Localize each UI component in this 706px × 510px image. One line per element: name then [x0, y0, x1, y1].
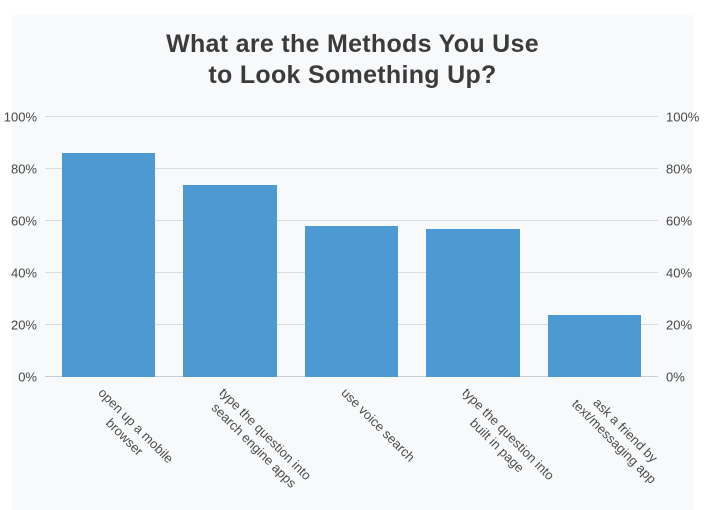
bar-4: [547, 314, 642, 377]
bar-1: [183, 184, 277, 377]
chart-card: What are the Methods You Use to Look Som…: [4, 15, 700, 510]
y-tick-left-100: 100%: [3, 109, 37, 125]
y-tick-right-40: 40%: [666, 265, 693, 281]
y-tick-right-20: 20%: [666, 317, 693, 333]
chart-title: What are the Methods You Use to Look Som…: [12, 29, 693, 91]
x-tick-label-4: ask a friend by text/messaging app: [569, 394, 662, 487]
y-tick-left-80: 80%: [10, 161, 37, 177]
bar-3: [426, 228, 520, 377]
bar-0: [62, 153, 156, 377]
x-tick-label-0: open up a mobile browser: [95, 385, 177, 467]
gridline-80: [45, 168, 658, 169]
y-tick-right-60: 60%: [666, 213, 693, 229]
bar-series: [55, 117, 648, 377]
chart-title-line-1: What are the Methods You Use: [166, 30, 539, 58]
x-tick-label-3: type the question into built in page: [459, 385, 558, 484]
y-tick-left-40: 40%: [10, 265, 37, 281]
bar-2: [304, 226, 399, 377]
chart-title-line-2: to Look Something Up?: [208, 61, 497, 89]
y-tick-left-20: 20%: [10, 317, 37, 333]
plot-area: open up a mobile browser type the question…: [4, 110, 700, 491]
y-tick-left-0: 0%: [18, 369, 37, 385]
y-tick-left-60: 60%: [10, 213, 37, 229]
y-tick-right-80: 80%: [666, 161, 693, 177]
y-tick-right-0: 0%: [666, 369, 685, 385]
x-tick-label-1: type the question into search engine apps: [208, 385, 315, 491]
y-tick-right-100: 100%: [666, 109, 700, 125]
gridline-100: [45, 116, 658, 117]
x-tick-label-2: use voice search: [337, 385, 418, 465]
gridline-60: [45, 220, 658, 221]
